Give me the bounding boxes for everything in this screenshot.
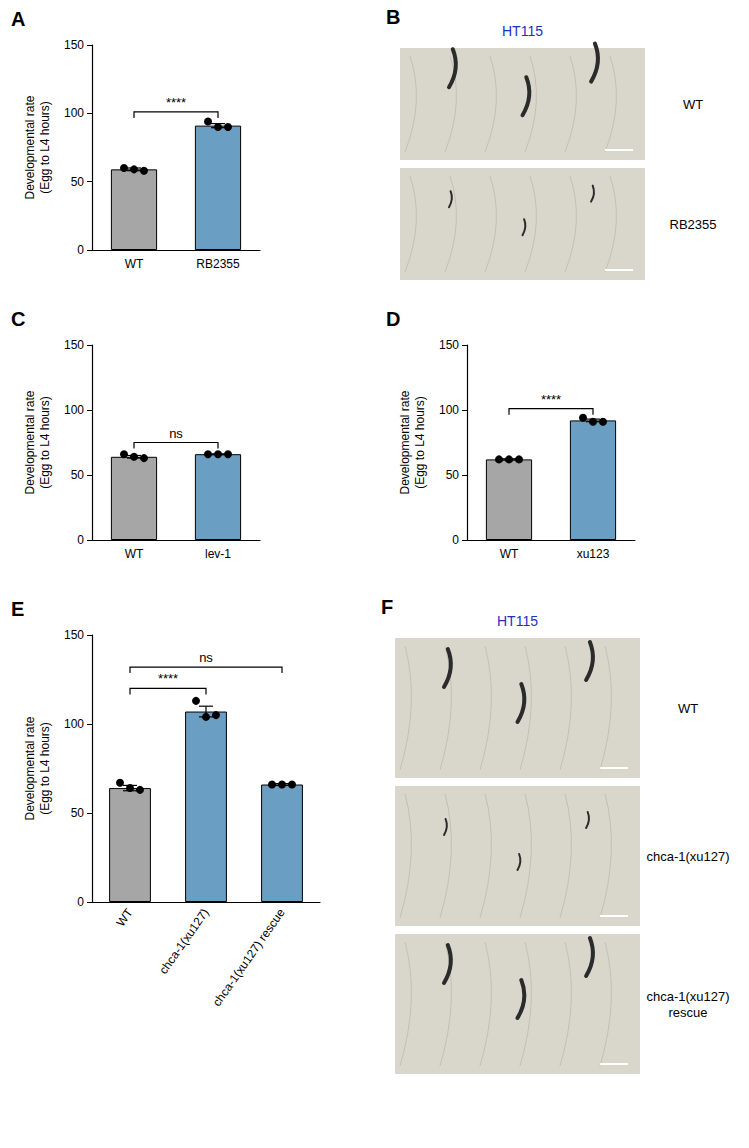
svg-text:(Egg to L4 hours): (Egg to L4 hours) [38, 101, 52, 194]
svg-text:WT: WT [678, 701, 698, 716]
svg-text:Developmental rate: Developmental rate [23, 95, 37, 199]
svg-text:(Egg to L4 hours): (Egg to L4 hours) [38, 396, 52, 489]
svg-text:ns: ns [199, 650, 213, 665]
svg-text:WT: WT [500, 547, 519, 561]
svg-text:HT115: HT115 [497, 613, 538, 629]
svg-text:WT: WT [125, 257, 144, 271]
svg-text:****: **** [158, 671, 178, 686]
svg-text:0: 0 [77, 243, 84, 257]
svg-text:RB2355: RB2355 [196, 257, 240, 271]
svg-text:B: B [386, 6, 400, 28]
svg-text:50: 50 [71, 806, 85, 820]
svg-text:chca-1(xu127): chca-1(xu127) [156, 906, 211, 977]
svg-text:0: 0 [77, 895, 84, 909]
svg-text:A: A [11, 8, 25, 30]
svg-text:E: E [11, 598, 24, 620]
svg-text:chca-1(xu127): chca-1(xu127) [646, 849, 729, 864]
svg-text:100: 100 [64, 403, 84, 417]
svg-text:150: 150 [64, 338, 84, 352]
svg-text:WT: WT [114, 905, 137, 929]
svg-text:150: 150 [64, 38, 84, 52]
svg-text:Developmental rate: Developmental rate [23, 390, 37, 494]
svg-text:RB2355: RB2355 [670, 217, 717, 232]
svg-text:100: 100 [64, 106, 84, 120]
svg-text:WT: WT [125, 547, 144, 561]
svg-text:lev-1: lev-1 [205, 547, 231, 561]
svg-text:50: 50 [71, 468, 85, 482]
svg-text:chca-1(xu127) rescue: chca-1(xu127) rescue [210, 906, 288, 1009]
svg-text:100: 100 [439, 403, 459, 417]
svg-text:****: **** [541, 392, 561, 407]
svg-text:50: 50 [71, 175, 85, 189]
svg-text:(Egg to L4 hours): (Egg to L4 hours) [413, 396, 427, 489]
svg-text:150: 150 [64, 628, 84, 642]
svg-text:100: 100 [64, 717, 84, 731]
svg-text:C: C [11, 308, 25, 330]
svg-text:(Egg to L4 hours): (Egg to L4 hours) [38, 722, 52, 815]
svg-text:****: **** [166, 95, 186, 110]
svg-text:ns: ns [169, 426, 183, 441]
svg-text:Developmental rate: Developmental rate [23, 716, 37, 820]
svg-text:F: F [381, 596, 393, 618]
svg-text:0: 0 [77, 533, 84, 547]
svg-text:0: 0 [452, 533, 459, 547]
svg-text:xu123: xu123 [577, 547, 610, 561]
svg-text:HT115: HT115 [502, 23, 543, 39]
svg-text:50: 50 [446, 468, 460, 482]
svg-text:Developmental rate: Developmental rate [398, 390, 412, 494]
svg-text:D: D [386, 308, 400, 330]
svg-text:150: 150 [439, 338, 459, 352]
svg-text:rescue: rescue [668, 1005, 707, 1020]
svg-text:chca-1(xu127): chca-1(xu127) [646, 989, 729, 1004]
svg-text:WT: WT [683, 97, 703, 112]
